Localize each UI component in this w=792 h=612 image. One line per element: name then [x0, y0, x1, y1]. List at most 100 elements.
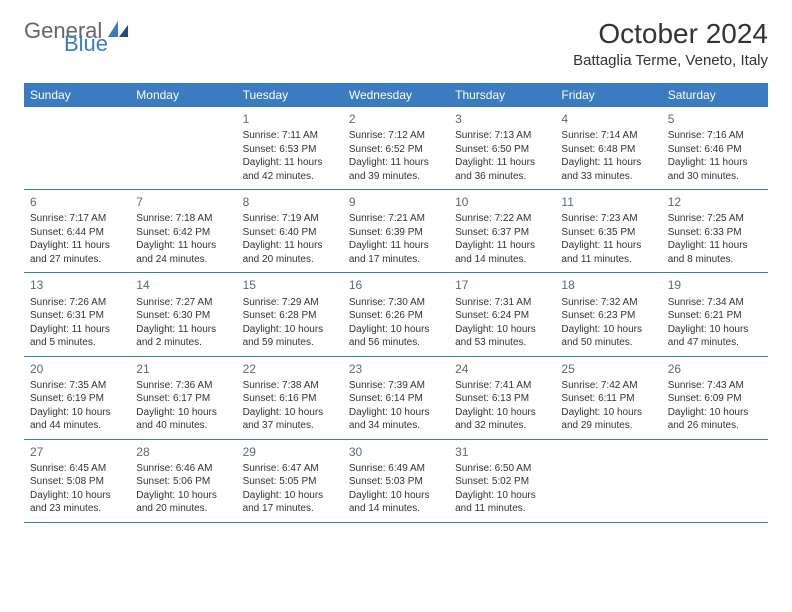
- day-cell: 8Sunrise: 7:19 AMSunset: 6:40 PMDaylight…: [237, 190, 343, 272]
- sunrise-line: Sunrise: 6:47 AM: [243, 462, 337, 476]
- daylight-line: Daylight: 10 hours and 14 minutes.: [349, 489, 443, 516]
- day-number: 7: [136, 194, 230, 210]
- weekday-header-cell: Monday: [130, 83, 236, 107]
- weekday-header-cell: Sunday: [24, 83, 130, 107]
- sunrise-line: Sunrise: 7:19 AM: [243, 212, 337, 226]
- sunset-line: Sunset: 6:14 PM: [349, 392, 443, 406]
- day-cell: 31Sunrise: 6:50 AMSunset: 5:02 PMDayligh…: [449, 440, 555, 522]
- day-number: 20: [30, 361, 124, 377]
- day-number: 24: [455, 361, 549, 377]
- sunset-line: Sunset: 5:05 PM: [243, 475, 337, 489]
- daylight-line: Daylight: 11 hours and 42 minutes.: [243, 156, 337, 183]
- sunrise-line: Sunrise: 7:13 AM: [455, 129, 549, 143]
- day-number: 2: [349, 111, 443, 127]
- day-number: 16: [349, 277, 443, 293]
- daylight-line: Daylight: 10 hours and 44 minutes.: [30, 406, 124, 433]
- week-row: 13 Sunrise: 7:26 AMSunset: 6:31 PM Dayligh…: [24, 273, 768, 356]
- sunset-line: Sunset: 6:37 PM: [455, 226, 549, 240]
- sunrise-line: Sunrise: 7:31 AM: [455, 296, 549, 310]
- day-cell: 18 Sunrise: 7:32 AMSunset: 6:23 PMDayligh…: [555, 273, 661, 355]
- daylight-line: Daylight: 10 hours and 47 minutes.: [668, 323, 762, 350]
- day-cell: 30Sunrise: 6:49 AMSunset: 5:03 PMDayligh…: [343, 440, 449, 522]
- day-cell: 29Sunrise: 6:47 AMSunset: 5:05 PMDayligh…: [237, 440, 343, 522]
- daylight-line: Daylight: 10 hours and 59 minutes.: [243, 323, 337, 350]
- sunset-line: Sunset: 6:52 PM: [349, 143, 443, 157]
- day-cell: [555, 440, 661, 522]
- sunrise-line: Sunrise: 7:18 AM: [136, 212, 230, 226]
- day-number: 14: [136, 277, 230, 293]
- day-number: 9: [349, 194, 443, 210]
- sunset-line: Sunset: 6:31 PM: [30, 309, 124, 323]
- daylight-line: Daylight: 11 hours and 8 minutes.: [668, 239, 762, 266]
- day-number: 13: [30, 277, 124, 293]
- sunset-line: Sunset: 6:28 PM: [243, 309, 337, 323]
- sunrise-line: Sunrise: 6:45 AM: [30, 462, 124, 476]
- sunset-line: Sunset: 6:50 PM: [455, 143, 549, 157]
- day-cell: 24Sunrise: 7:41 AMSunset: 6:13 PMDayligh…: [449, 357, 555, 439]
- sunrise-line: Sunrise: 7:26 AM: [30, 296, 124, 310]
- week-row: 20 Sunrise: 7:35 AMSunset: 6:19 PMDayligh…: [24, 357, 768, 440]
- week-row: 6Sunrise: 7:17 AMSunset: 6:44 PMDaylight…: [24, 190, 768, 273]
- sunset-line: Sunset: 6:09 PM: [668, 392, 762, 406]
- day-cell: 28Sunrise: 6:46 AMSunset: 5:06 PMDayligh…: [130, 440, 236, 522]
- sunset-line: Sunset: 6:23 PM: [561, 309, 655, 323]
- day-number: 1: [243, 111, 337, 127]
- day-cell: [24, 107, 130, 189]
- daylight-line: Daylight: 11 hours and 27 minutes.: [30, 239, 124, 266]
- day-cell: 2 Sunrise: 7:12 AMSunset: 6:52 PMDaylight…: [343, 107, 449, 189]
- logo-sail-icon: [106, 19, 130, 44]
- daylight-line: Daylight: 11 hours and 39 minutes.: [349, 156, 443, 183]
- sunset-line: Sunset: 6:40 PM: [243, 226, 337, 240]
- daylight-line: Daylight: 11 hours and 20 minutes.: [243, 239, 337, 266]
- sunset-line: Sunset: 5:08 PM: [30, 475, 124, 489]
- sunset-line: Sunset: 5:06 PM: [136, 475, 230, 489]
- sunrise-line: Sunrise: 7:30 AM: [349, 296, 443, 310]
- sunset-line: Sunset: 6:13 PM: [455, 392, 549, 406]
- weekday-header-cell: Tuesday: [237, 83, 343, 107]
- sunset-line: Sunset: 5:02 PM: [455, 475, 549, 489]
- sunset-line: Sunset: 6:39 PM: [349, 226, 443, 240]
- sunset-line: Sunset: 6:16 PM: [243, 392, 337, 406]
- day-number: 11: [561, 194, 655, 210]
- day-number: 6: [30, 194, 124, 210]
- day-cell: 27Sunrise: 6:45 AMSunset: 5:08 PMDayligh…: [24, 440, 130, 522]
- day-number: 25: [561, 361, 655, 377]
- day-cell: 15Sunrise: 7:29 AMSunset: 6:28 PMDayligh…: [237, 273, 343, 355]
- sunrise-line: Sunrise: 7:29 AM: [243, 296, 337, 310]
- sunset-line: Sunset: 6:24 PM: [455, 309, 549, 323]
- weekday-header-cell: Friday: [555, 83, 661, 107]
- sunrise-line: Sunrise: 7:25 AM: [668, 212, 762, 226]
- sunset-line: Sunset: 6:53 PM: [243, 143, 337, 157]
- daylight-line: Daylight: 10 hours and 56 minutes.: [349, 323, 443, 350]
- day-number: 18: [561, 277, 655, 293]
- sunrise-line: Sunrise: 7:16 AM: [668, 129, 762, 143]
- day-cell: 21Sunrise: 7:36 AMSunset: 6:17 PMDayligh…: [130, 357, 236, 439]
- day-number: 30: [349, 444, 443, 460]
- daylight-line: Daylight: 10 hours and 50 minutes.: [561, 323, 655, 350]
- daylight-line: Daylight: 11 hours and 11 minutes.: [561, 239, 655, 266]
- sunrise-line: Sunrise: 7:36 AM: [136, 379, 230, 393]
- sunrise-line: Sunrise: 6:50 AM: [455, 462, 549, 476]
- daylight-line: Daylight: 11 hours and 30 minutes.: [668, 156, 762, 183]
- day-number: 10: [455, 194, 549, 210]
- day-cell: 6Sunrise: 7:17 AMSunset: 6:44 PMDaylight…: [24, 190, 130, 272]
- day-cell: 20 Sunrise: 7:35 AMSunset: 6:19 PMDayligh…: [24, 357, 130, 439]
- day-number: 23: [349, 361, 443, 377]
- sunset-line: Sunset: 6:48 PM: [561, 143, 655, 157]
- sunrise-line: Sunrise: 7:32 AM: [561, 296, 655, 310]
- day-cell: 7Sunrise: 7:18 AMSunset: 6:42 PMDaylight…: [130, 190, 236, 272]
- daylight-line: Daylight: 11 hours and 14 minutes.: [455, 239, 549, 266]
- daylight-line: Daylight: 11 hours and 24 minutes.: [136, 239, 230, 266]
- daylight-line: Daylight: 10 hours and 23 minutes.: [30, 489, 124, 516]
- weekday-header-cell: Saturday: [662, 83, 768, 107]
- sunrise-line: Sunrise: 7:35 AM: [30, 379, 124, 393]
- sunset-line: Sunset: 6:19 PM: [30, 392, 124, 406]
- sunrise-line: Sunrise: 7:43 AM: [668, 379, 762, 393]
- sunrise-line: Sunrise: 6:46 AM: [136, 462, 230, 476]
- day-number: 21: [136, 361, 230, 377]
- sunset-line: Sunset: 5:03 PM: [349, 475, 443, 489]
- daylight-line: Daylight: 10 hours and 11 minutes.: [455, 489, 549, 516]
- sunrise-line: Sunrise: 7:12 AM: [349, 129, 443, 143]
- day-cell: 17Sunrise: 7:31 AMSunset: 6:24 PMDayligh…: [449, 273, 555, 355]
- day-cell: 5Sunrise: 7:16 AMSunset: 6:46 PMDaylight…: [662, 107, 768, 189]
